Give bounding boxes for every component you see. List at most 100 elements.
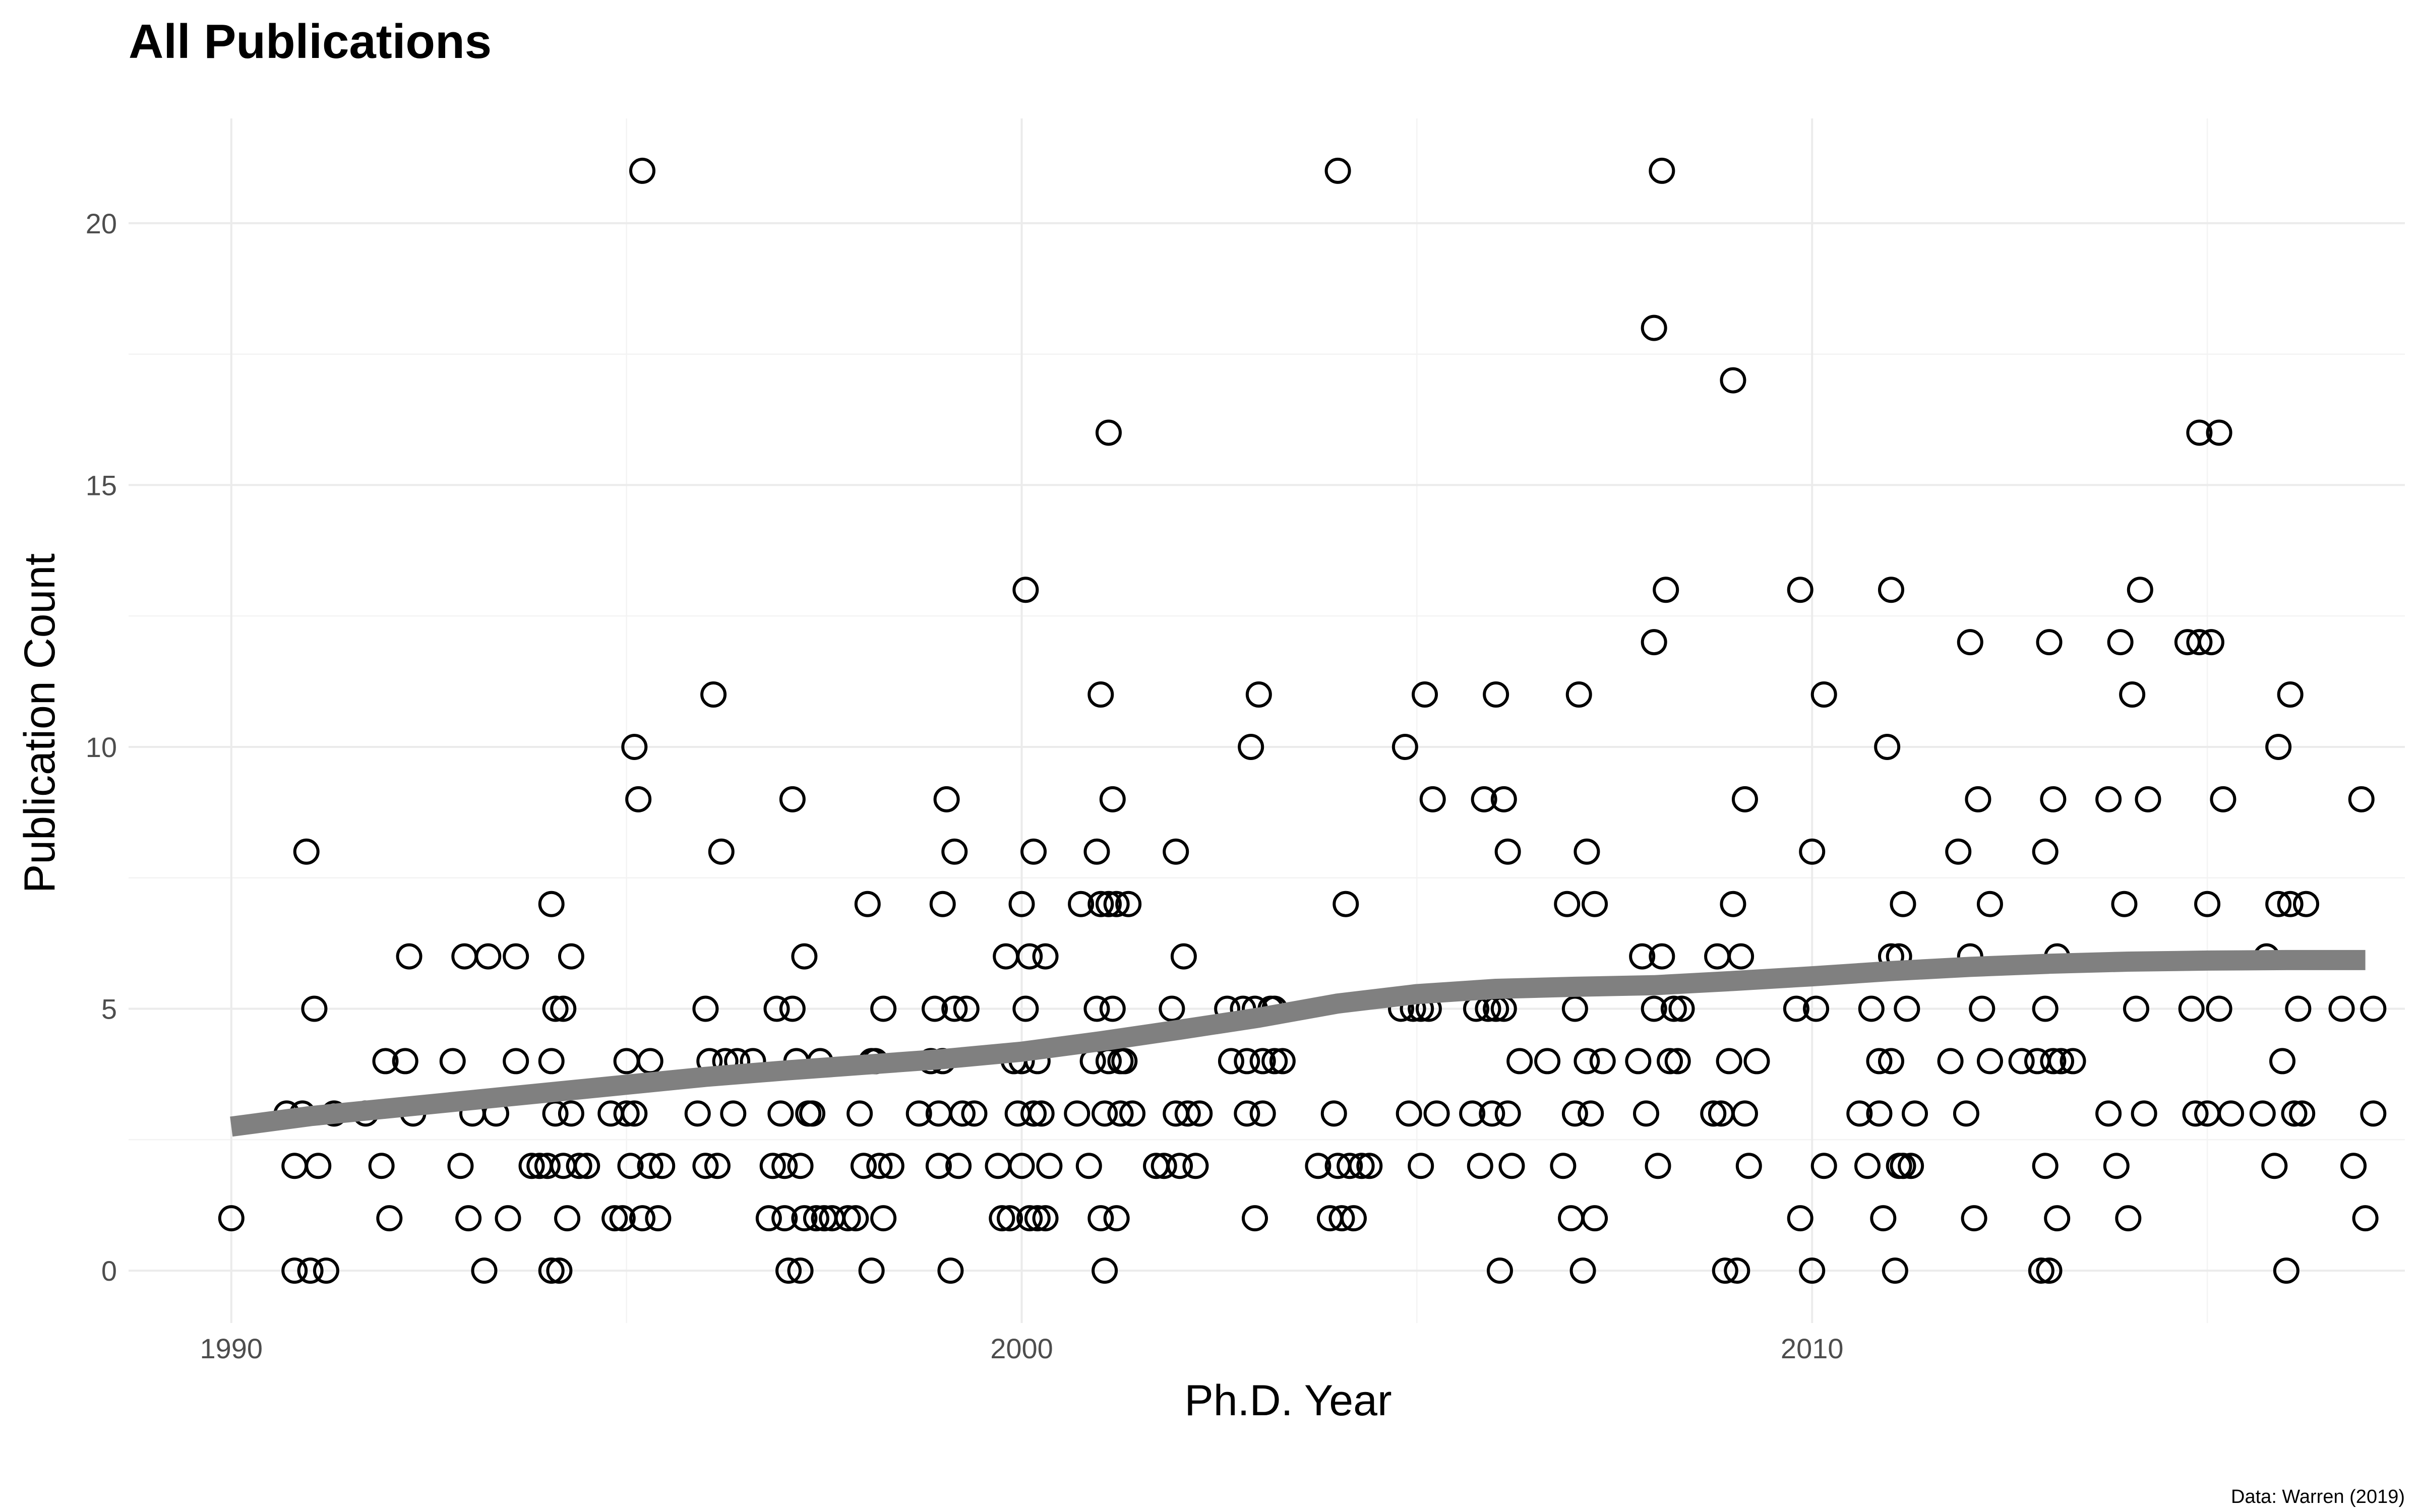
chart-caption: Data: Warren (2019) bbox=[2231, 1486, 2405, 1507]
data-point bbox=[1490, 786, 1517, 812]
data-point bbox=[645, 1205, 672, 1232]
data-point bbox=[1961, 1205, 1987, 1232]
data-point bbox=[313, 1257, 339, 1284]
data-point bbox=[1095, 891, 1122, 917]
data-point bbox=[1945, 838, 1972, 865]
data-point bbox=[700, 681, 727, 708]
data-point bbox=[989, 1205, 1015, 1232]
data-point bbox=[1008, 1153, 1035, 1179]
data-point bbox=[2178, 995, 2205, 1022]
data-point bbox=[1159, 995, 1185, 1022]
data-point bbox=[503, 943, 529, 970]
data-point bbox=[2277, 681, 2304, 708]
data-point bbox=[609, 1205, 636, 1232]
data-point bbox=[1633, 1100, 1659, 1127]
data-point bbox=[2198, 629, 2224, 656]
x-tick-label: 1990 bbox=[200, 1333, 263, 1364]
data-point bbox=[1731, 786, 1758, 812]
data-point bbox=[2352, 1205, 2379, 1232]
data-point bbox=[1095, 419, 1122, 446]
y-axis-ticks: 0 5 10 15 20 bbox=[86, 208, 117, 1287]
data-point bbox=[1249, 1100, 1276, 1127]
data-point bbox=[866, 1153, 893, 1179]
data-point bbox=[1878, 577, 1904, 603]
data-point bbox=[953, 995, 980, 1022]
data-point bbox=[779, 995, 806, 1022]
y-tick-label: 20 bbox=[86, 208, 117, 239]
data-point bbox=[1356, 1153, 1383, 1179]
data-point bbox=[1032, 1205, 1059, 1232]
data-point bbox=[870, 995, 897, 1022]
data-point bbox=[1720, 891, 1746, 917]
data-point bbox=[1167, 1153, 1193, 1179]
data-point bbox=[1649, 943, 1675, 970]
data-point bbox=[1803, 995, 1830, 1022]
data-point bbox=[708, 838, 735, 865]
data-point bbox=[1724, 1257, 1750, 1284]
data-point bbox=[2060, 1048, 2086, 1075]
data-point bbox=[922, 995, 948, 1022]
data-point bbox=[281, 1257, 308, 1284]
data-point bbox=[1103, 891, 1130, 917]
data-point bbox=[2360, 1100, 2387, 1127]
data-point bbox=[1479, 1100, 1505, 1127]
data-point bbox=[1641, 314, 1667, 341]
data-point bbox=[2265, 733, 2292, 760]
data-point bbox=[2036, 1257, 2063, 1284]
data-point bbox=[1269, 1048, 1296, 1075]
data-point bbox=[1787, 1205, 1813, 1232]
data-point bbox=[2206, 995, 2232, 1022]
data-point bbox=[1574, 838, 1600, 865]
data-point bbox=[1075, 1153, 1102, 1179]
data-point bbox=[1459, 1100, 1486, 1127]
data-point bbox=[1700, 1100, 1727, 1127]
data-point bbox=[1716, 1048, 1742, 1075]
data-point bbox=[2249, 1100, 2276, 1127]
data-point bbox=[649, 1153, 676, 1179]
data-point bbox=[1486, 1257, 1513, 1284]
data-point bbox=[2289, 1100, 2316, 1127]
data-point bbox=[1028, 1100, 1055, 1127]
data-point bbox=[1111, 1048, 1138, 1075]
data-point bbox=[368, 1153, 395, 1179]
data-point bbox=[566, 1153, 592, 1179]
data-point bbox=[1578, 1100, 1604, 1127]
data-point bbox=[1582, 1205, 1608, 1232]
data-point bbox=[1036, 1153, 1063, 1179]
data-point bbox=[1333, 891, 1359, 917]
data-point bbox=[1846, 1100, 1873, 1127]
data-point bbox=[2032, 1153, 2059, 1179]
data-point bbox=[763, 995, 790, 1022]
data-point bbox=[692, 1153, 719, 1179]
data-point bbox=[1087, 681, 1114, 708]
data-point bbox=[297, 1257, 324, 1284]
data-point bbox=[1412, 681, 1438, 708]
data-point bbox=[1898, 1153, 1924, 1179]
data-point bbox=[1494, 1100, 1521, 1127]
data-point bbox=[2277, 891, 2304, 917]
data-point bbox=[1645, 1153, 1671, 1179]
data-point bbox=[475, 943, 502, 970]
data-point bbox=[787, 1257, 814, 1284]
data-point bbox=[1092, 1100, 1118, 1127]
data-point bbox=[1320, 1100, 1347, 1127]
data-point bbox=[1890, 1153, 1916, 1179]
data-point bbox=[439, 1048, 466, 1075]
data-point bbox=[1854, 1153, 1881, 1179]
data-point bbox=[1087, 891, 1114, 917]
y-tick-label: 10 bbox=[86, 731, 117, 763]
data-point bbox=[2360, 995, 2387, 1022]
data-point bbox=[2261, 1153, 2288, 1179]
data-point bbox=[1561, 995, 1588, 1022]
data-point bbox=[2281, 1100, 2308, 1127]
data-point bbox=[1735, 1153, 1762, 1179]
data-point bbox=[846, 1100, 873, 1127]
data-point bbox=[755, 1205, 782, 1232]
data-point bbox=[2265, 891, 2292, 917]
data-point bbox=[791, 943, 818, 970]
data-point bbox=[1408, 1153, 1434, 1179]
data-point bbox=[799, 1100, 826, 1127]
data-point bbox=[842, 1205, 869, 1232]
data-point bbox=[1589, 1048, 1616, 1075]
